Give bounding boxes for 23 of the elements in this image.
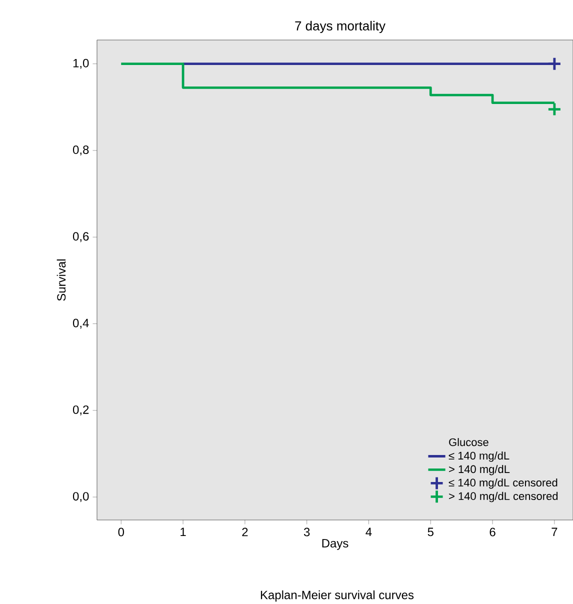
legend-title: Glucose	[449, 438, 488, 446]
y-tick-label: 0,2	[72, 405, 89, 416]
x-axis-title: Days	[322, 539, 348, 550]
legend-label: > 140 mg/dL censored	[449, 492, 558, 502]
legend-label: ≤ 140 mg/dL censored	[448, 478, 558, 489]
y-tick-label: 0,0	[72, 492, 89, 502]
legend-label: ≤ 140 mg/dL	[448, 452, 510, 462]
x-tick-label: 0	[118, 528, 124, 536]
y-tick-label: 0,4	[72, 318, 89, 329]
x-tick-label: 7	[552, 528, 558, 536]
y-tick-label: 0,8	[72, 146, 89, 156]
x-tick-label: 4	[366, 528, 372, 536]
text: Kaplan-Meier survival curves	[260, 590, 414, 602]
legend-label: > 140 mg/dL	[449, 464, 510, 476]
y-tick-label: 0,6	[72, 232, 89, 242]
y-axis-title: Survival	[56, 259, 66, 301]
chart-title: 7 days mortality	[295, 20, 386, 34]
x-tick-label: 2	[242, 528, 248, 536]
x-tick-label: 6	[490, 528, 496, 536]
x-tick-label: 1	[180, 528, 186, 536]
y-tick-label: 1,0	[73, 58, 89, 69]
x-tick-label: 5	[428, 528, 434, 536]
x-tick-label: 3	[304, 528, 310, 536]
